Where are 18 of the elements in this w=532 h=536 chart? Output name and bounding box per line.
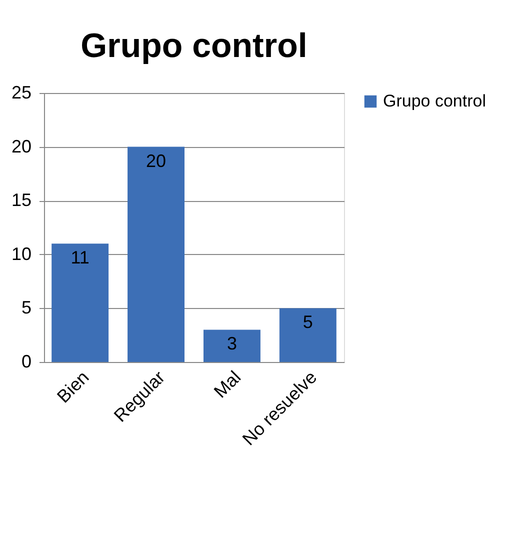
chart-title: Grupo control [80, 27, 308, 65]
bar [279, 308, 336, 362]
x-tick-label: Bien [53, 367, 93, 407]
x-tick-label: Mal [210, 367, 245, 402]
data-label: 11 [70, 248, 90, 268]
bar [52, 244, 109, 362]
data-label: 3 [226, 334, 237, 354]
bar [203, 330, 260, 362]
y-tick-label: 10 [11, 244, 32, 264]
data-label: 5 [302, 312, 313, 332]
y-tick-label: 20 [11, 136, 32, 156]
data-label: 20 [146, 150, 166, 171]
y-tick-label: 25 [11, 82, 32, 102]
y-tick-label: 0 [21, 352, 32, 372]
y-tick-label: 5 [21, 298, 32, 318]
legend-label: Grupo control [383, 92, 486, 110]
y-tick-label: 15 [11, 190, 32, 210]
bar [128, 146, 185, 362]
